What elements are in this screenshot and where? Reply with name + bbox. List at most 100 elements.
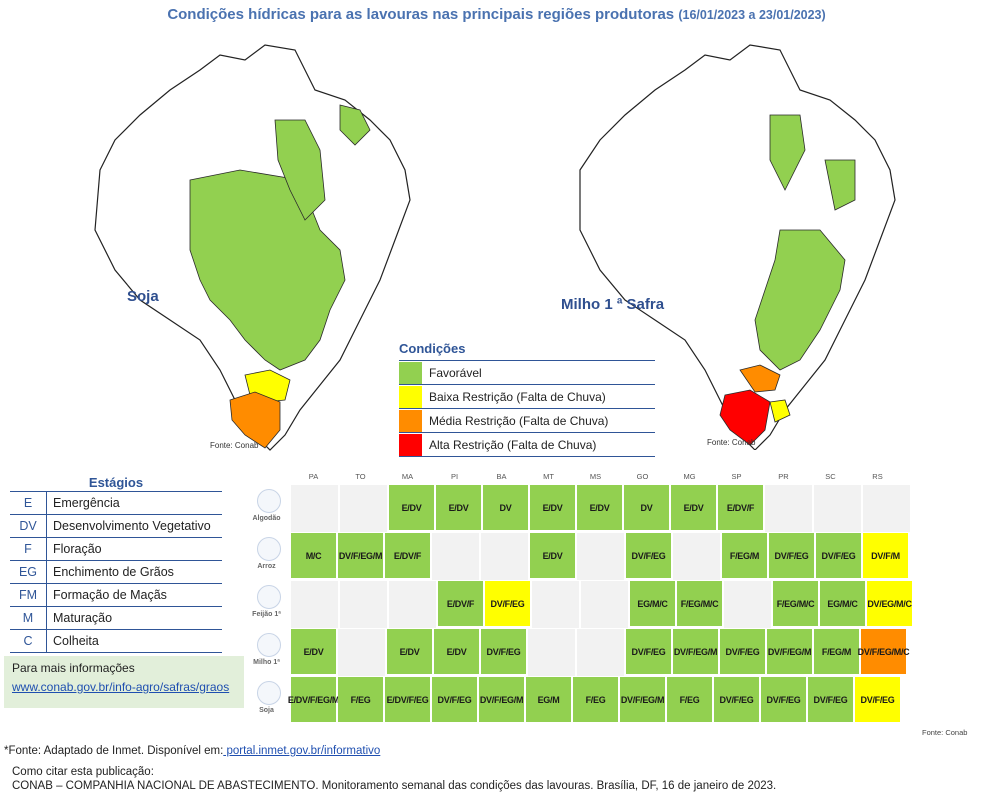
condition-cell — [577, 533, 624, 580]
legend-swatch — [399, 385, 423, 408]
condition-cell: E/DV — [387, 629, 432, 674]
state-header: MA — [401, 472, 414, 481]
stage-code: M — [10, 607, 47, 629]
condition-cell: DV/F/EG/M — [767, 629, 812, 674]
condition-cell: E/DV — [530, 533, 575, 578]
milho-map-source: Fonte: Conab — [707, 438, 756, 447]
state-header: SP — [731, 472, 742, 481]
legend-swatch — [399, 433, 423, 456]
cite-text: CONAB – COMPANHIA NACIONAL DE ABASTECIME… — [12, 780, 777, 792]
legend-swatch — [399, 361, 423, 384]
crop-icon-cell: Milho 1ª — [243, 629, 290, 677]
page-title: Condições hídricas para as lavouras nas … — [0, 6, 993, 23]
condition-cell — [814, 485, 861, 532]
condition-cell: DV/F/EG/M/C — [858, 629, 910, 674]
condition-cell — [432, 533, 479, 580]
legend-label: Favorável — [429, 365, 482, 380]
condition-cell — [673, 533, 720, 580]
condition-cell: DV/F/EG/M — [338, 533, 383, 578]
condition-cell: E/DV — [291, 629, 336, 674]
crop-condition-table: PA TO MA PI BA MT MS GO MG SP PR SC RS Algodão E/DV E/… — [243, 468, 989, 728]
condition-cell: DV/F/EG/M — [479, 677, 524, 722]
bean-icon — [257, 585, 281, 609]
soy-icon — [257, 681, 281, 705]
condition-cell: F/EG/M — [814, 629, 859, 674]
stage-item: E Emergência — [10, 492, 222, 515]
crop-row: Milho 1ª E/DV E/DV E/DV DV/F/EG DV/F/EG DV/F/E… — [243, 629, 910, 678]
stage-desc: Colheita — [53, 634, 99, 648]
condition-cell: F/EG — [573, 677, 618, 722]
legend-item: Média Restrição (Falta de Chuva) — [399, 409, 655, 433]
condition-cell: DV/F/EG — [432, 677, 477, 722]
condition-cell — [389, 581, 436, 628]
condition-cell: M/C — [291, 533, 336, 578]
condition-cell: DV/EG/M/C — [867, 581, 912, 626]
cotton-icon — [257, 489, 281, 513]
condition-cell — [291, 485, 338, 532]
state-header: PR — [778, 472, 789, 481]
legend-item: Alta Restrição (Falta de Chuva) — [399, 433, 655, 457]
footer-source-link[interactable]: portal.inmet.gov.br/informativo — [223, 745, 381, 757]
condition-cell: E/DV — [671, 485, 716, 530]
stage-code: DV — [10, 515, 47, 537]
corn-icon — [257, 633, 281, 657]
condition-cell: DV/F/EG — [816, 533, 861, 578]
condition-cell — [528, 629, 575, 676]
stage-item: DV Desenvolvimento Vegetativo — [10, 515, 222, 538]
legend-title: Condições — [399, 341, 655, 361]
crop-icon-cell: Algodão — [243, 485, 290, 533]
condition-cell: F/EG — [338, 677, 383, 722]
state-header: BA — [496, 472, 507, 481]
state-header: MT — [543, 472, 554, 481]
condition-cell — [863, 485, 910, 532]
condition-cell: E/DV/F — [385, 533, 430, 578]
condition-cell — [577, 629, 624, 676]
stage-item: EG Enchimento de Grãos — [10, 561, 222, 584]
condition-cell: EG/M — [526, 677, 571, 722]
crop-name: Milho 1ª — [253, 659, 280, 666]
milho-map — [570, 30, 950, 450]
condition-cell: DV/F/EG — [481, 629, 526, 674]
condition-cell: DV/F/EG — [626, 533, 671, 578]
stage-code: E — [10, 492, 47, 514]
stage-desc: Emergência — [53, 496, 120, 510]
state-header: RS — [872, 472, 883, 481]
footer-source-prefix: *Fonte: Adaptado de Inmet. Disponível em… — [4, 745, 224, 757]
stage-desc: Desenvolvimento Vegetativo — [53, 519, 211, 533]
title-dates: (16/01/2023 a 23/01/2023) — [678, 8, 826, 22]
stage-item: M Maturação — [10, 607, 222, 630]
stage-item: C Colheita — [10, 630, 222, 653]
soja-map-source: Fonte: Conab — [210, 441, 259, 450]
crop-name: Arroz — [257, 563, 276, 570]
state-header: GO — [636, 472, 649, 481]
legend-label: Baixa Restrição (Falta de Chuva) — [429, 389, 606, 404]
stage-item: F Floração — [10, 538, 222, 561]
crop-icon-cell: Feijão 1ª — [243, 581, 290, 629]
condition-cell — [724, 581, 771, 628]
condition-cell: E/DV/F — [718, 485, 763, 530]
condition-cell: E/DV — [530, 485, 575, 530]
soja-map — [70, 30, 415, 455]
state-header-row: PA TO MA PI BA MT MS GO MG SP PR SC RS — [290, 468, 901, 485]
condition-cell: E/DV/F/EG — [385, 677, 430, 722]
stage-code: EG — [10, 561, 47, 583]
info-link[interactable]: www.conab.gov.br/info-agro/safras/graos — [12, 680, 230, 694]
condition-cell: DV — [483, 485, 528, 530]
condition-cell: F/EG/M/C — [677, 581, 722, 626]
crop-row: Soja E/DV/F/EG/M F/EG E/DV/F/EG DV/F/EG DV/F/… — [243, 677, 901, 725]
condition-cell — [532, 581, 579, 628]
condition-cell: DV/F/EG — [761, 677, 806, 722]
condition-cell: F/EG/M/C — [773, 581, 818, 626]
soja-label: Soja — [127, 288, 159, 305]
milho-label: Milho 1 ª Safra — [561, 296, 665, 313]
stage-code: C — [10, 630, 47, 652]
stage-desc: Formação de Maçãs — [53, 588, 167, 602]
crop-name: Feijão 1ª — [252, 611, 281, 618]
conditions-legend: Condições Favorável Baixa Restrição (Falt… — [399, 341, 655, 457]
state-header: PA — [308, 472, 319, 481]
table-source: Fonte: Conab — [922, 728, 968, 737]
condition-cell: E/DV/F — [438, 581, 483, 626]
condition-cell: E/DV — [436, 485, 481, 530]
crop-icon-cell: Arroz — [243, 533, 290, 581]
condition-cell: DV/F/EG — [626, 629, 671, 674]
